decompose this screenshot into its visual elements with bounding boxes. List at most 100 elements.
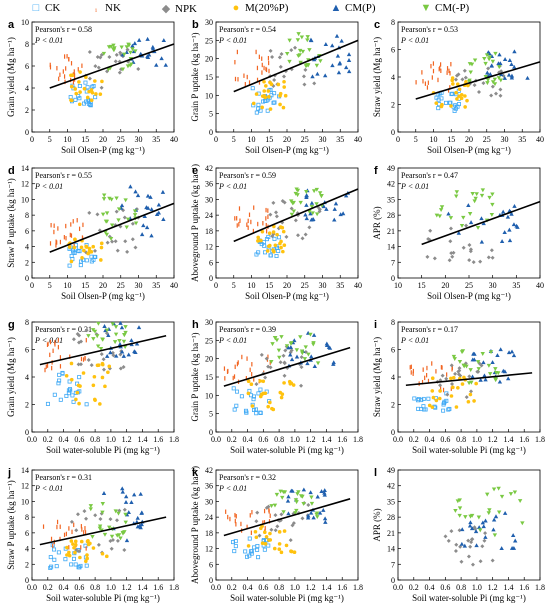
panel-letter: e: [192, 165, 198, 177]
data-point: [454, 405, 459, 409]
data-point: [99, 245, 104, 250]
data-point: [130, 43, 135, 48]
data-point: [93, 95, 98, 100]
data-point: [63, 74, 66, 79]
data-point: [304, 63, 309, 68]
data-point: [272, 503, 278, 508]
data-point: [451, 367, 453, 372]
x-tick-label: 10: [430, 135, 438, 144]
data-point: [82, 86, 87, 91]
data-point: [80, 545, 82, 550]
data-point: [86, 358, 91, 363]
data-point: [254, 252, 259, 257]
data-point: [66, 54, 68, 59]
data-point: [430, 405, 435, 409]
data-point: [461, 245, 466, 250]
data-point: [493, 514, 499, 519]
data-point: [59, 239, 62, 245]
data-point: [293, 498, 299, 503]
data-point: [457, 506, 463, 511]
data-point: [73, 73, 76, 78]
y-tick-label: 8: [25, 40, 29, 49]
data-point: [112, 46, 117, 51]
data-point: [45, 364, 47, 369]
x-tick-label: 0.0: [393, 435, 403, 444]
p-value: P < 0.01: [400, 182, 429, 191]
data-point: [59, 364, 62, 369]
data-point: [91, 383, 96, 388]
data-point: [303, 345, 308, 350]
data-point: [261, 379, 266, 384]
data-point: [68, 95, 73, 100]
data-point: [278, 102, 282, 107]
data-point: [57, 226, 59, 231]
data-point: [84, 258, 89, 263]
y-tick-label: 0: [25, 576, 29, 585]
data-point: [98, 346, 104, 351]
data-point: [298, 335, 303, 340]
data-point: [449, 529, 454, 534]
data-point: [109, 197, 114, 202]
legend-item-ck: □ CK: [30, 2, 61, 14]
x-tick-label: 5: [414, 135, 418, 144]
data-point: [233, 544, 238, 549]
data-point: [160, 189, 166, 194]
data-point: [90, 328, 96, 333]
y-axis-title: APR (%): [372, 206, 382, 239]
data-point: [468, 544, 473, 549]
data-point: [259, 352, 264, 357]
data-point: [135, 524, 141, 529]
legend-label: NK: [105, 2, 121, 14]
data-point: [122, 215, 127, 220]
data-point: [104, 328, 110, 333]
data-point: [452, 357, 457, 362]
data-point: [451, 250, 456, 255]
data-point: [84, 559, 88, 564]
data-point: [49, 339, 52, 345]
data-point: [440, 62, 442, 67]
data-point: [83, 80, 88, 85]
data-point: [274, 214, 279, 219]
data-point: [272, 546, 277, 551]
data-point: [492, 533, 498, 538]
data-point: [104, 211, 110, 216]
data-point: [83, 530, 85, 535]
y-tick-label: 2: [25, 106, 29, 115]
data-point: [317, 510, 323, 515]
data-point: [409, 365, 411, 370]
data-point: [136, 37, 142, 42]
data-point: [475, 369, 480, 374]
data-point: [474, 192, 479, 197]
data-point: [122, 547, 127, 552]
x-tick-label: 1.2: [306, 583, 316, 592]
data-point: [229, 516, 231, 522]
plot-frame: [397, 469, 541, 581]
x-tick-label: 0.0: [27, 435, 37, 444]
y-tick-label: 7: [391, 560, 395, 569]
x-tick-label: 20: [283, 281, 291, 290]
data-point: [78, 563, 83, 568]
data-point: [264, 526, 266, 531]
data-point: [336, 70, 342, 75]
data-point: [410, 370, 412, 375]
regression-line: [233, 188, 359, 243]
x-tick-label: 35: [512, 281, 520, 290]
data-point: [267, 94, 271, 99]
data-point: [102, 324, 107, 328]
data-point: [295, 188, 301, 193]
data-point: [304, 216, 309, 221]
y-tick-label: 4: [391, 373, 395, 382]
data-point: [449, 363, 454, 368]
data-point: [304, 203, 309, 207]
pearson-r: Pearson's r = 0.47: [401, 171, 458, 180]
data-point: [410, 364, 412, 370]
data-point: [487, 508, 492, 513]
x-tick-label: 1.4: [321, 435, 331, 444]
data-point: [303, 67, 308, 72]
data-point: [490, 80, 496, 85]
x-tick-label: 1.4: [321, 583, 331, 592]
data-point: [510, 533, 516, 537]
data-point: [472, 399, 476, 403]
data-point: [85, 95, 90, 100]
data-point: [53, 229, 55, 235]
